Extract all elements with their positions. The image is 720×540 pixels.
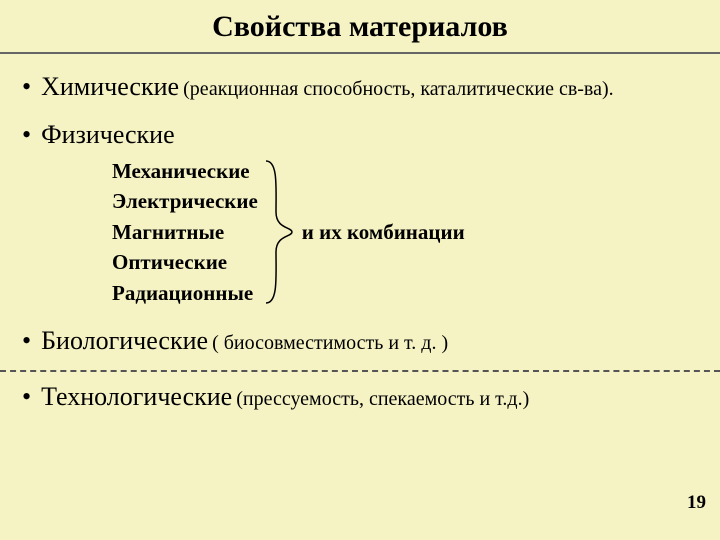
physical-subsection: Механические Электрические Магнитные Опт… — [112, 156, 698, 308]
phys-item: Оптические — [112, 247, 258, 277]
bullet-dot: • — [22, 328, 31, 354]
slide: Свойства материалов • Химические (реакци… — [0, 0, 720, 540]
physical-list: Механические Электрические Магнитные Опт… — [112, 156, 258, 308]
bullet-bio-main: Биологические — [41, 326, 208, 355]
slide-title: Свойства материалов — [0, 0, 720, 52]
phys-item: Механические — [112, 156, 258, 186]
phys-item: Электрические — [112, 186, 258, 216]
phys-item: Магнитные — [112, 217, 258, 247]
bullet-dot: • — [22, 384, 31, 410]
bullet-dot: • — [22, 74, 31, 100]
phys-item: Радиационные — [112, 278, 258, 308]
bullet-physical: • Физические — [22, 120, 698, 150]
bullet-chemical: • Химические (реакционная способность, к… — [22, 72, 698, 102]
dashed-divider — [0, 370, 720, 372]
bullet-tech-sub: (прессуемость, спекаемость и т.д.) — [236, 388, 529, 410]
bullet-dot: • — [22, 122, 31, 148]
combo-label: и их комбинации — [302, 220, 465, 245]
bullet-tech-main: Технологические — [41, 382, 232, 411]
content-area: • Химические (реакционная способность, к… — [0, 54, 720, 356]
bullet-bio-sub: ( биосовместимость и т. д. ) — [212, 332, 448, 354]
brace-icon — [262, 157, 298, 307]
bullet-chemical-sub: (реакционная способность, каталитические… — [183, 78, 614, 100]
page-number: 19 — [687, 492, 706, 514]
content-area-2: • Технологические (прессуемость, спекаем… — [0, 382, 720, 412]
bullet-chemical-main: Химические — [41, 72, 179, 101]
bullet-physical-main: Физические — [41, 120, 175, 150]
bullet-biological: • Биологические ( биосовместимость и т. … — [22, 326, 698, 356]
bullet-technological: • Технологические (прессуемость, спекаем… — [22, 382, 698, 412]
